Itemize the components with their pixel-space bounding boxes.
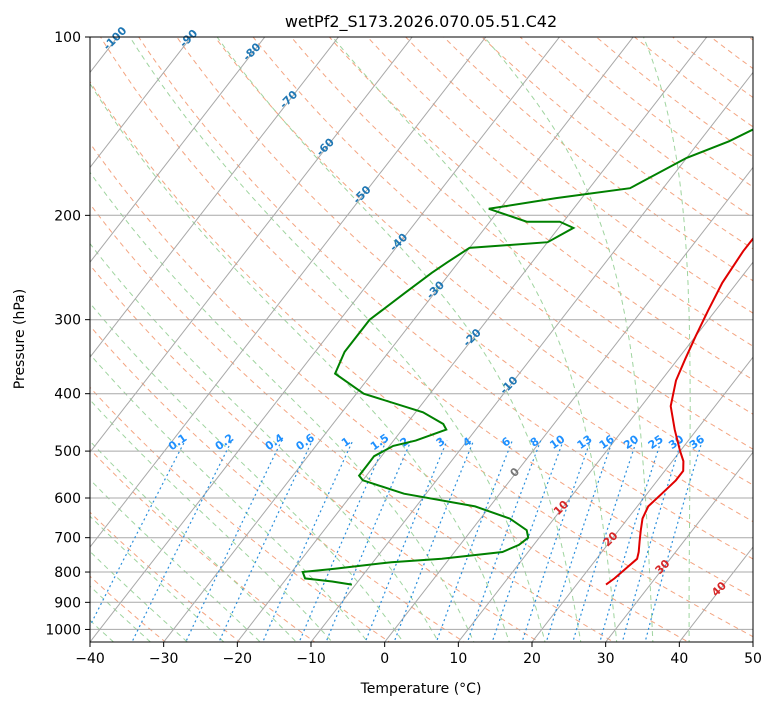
mixing-ratio-line [599, 440, 662, 642]
mixing-ratio-line [545, 440, 614, 642]
isotherm-line [90, 37, 413, 454]
x-tick-label: −30 [149, 651, 179, 667]
isotherm-line [90, 37, 340, 359]
y-tick-label: 700 [54, 531, 81, 547]
x-tick-label: 50 [744, 651, 762, 667]
mixing-ratio-line [298, 440, 387, 642]
isotherm-line [605, 451, 753, 642]
profile-series [301, 128, 753, 586]
dry-adiabat [290, 37, 753, 415]
x-tick-label: −10 [296, 651, 326, 667]
mixing-ratio-line [621, 440, 683, 642]
isotherm-line [163, 37, 634, 642]
y-tick-label: 200 [54, 208, 81, 224]
dry-adiabat [214, 37, 753, 486]
y-axis-title: Pressure (hPa) [12, 289, 28, 389]
dry-adiabat [596, 37, 753, 158]
x-tick-label: 10 [449, 651, 467, 667]
mixing-ratio-line [364, 440, 448, 642]
y-tick-label: 400 [54, 387, 81, 403]
x-tick-label: −20 [223, 651, 253, 667]
dry-adiabat [138, 37, 753, 560]
dry-adiabat [90, 203, 615, 642]
dry-adiabat [252, 37, 753, 450]
temperature-profile [605, 236, 753, 586]
y-tick-label: 100 [54, 30, 81, 46]
dewpoint-profile [301, 128, 753, 586]
plot-frame [89, 36, 754, 643]
chart-title: wetPf2_S173.2026.070.05.51.C42 [285, 12, 557, 32]
y-tick-label: 300 [54, 313, 81, 329]
x-tick-label: 30 [597, 651, 615, 667]
isotherm-line [531, 356, 753, 642]
mixing-ratio-line [325, 440, 412, 642]
x-axis: −40 −30 −20 −10 0 10 20 30 40 50 [75, 642, 762, 667]
isotherm-line [384, 166, 753, 642]
y-tick-label: 800 [54, 565, 81, 581]
y-axis: 100 200 300 400 500 600 700 800 900 1000 [45, 30, 90, 638]
isotherm-line [310, 71, 753, 642]
x-tick-label: 40 [670, 651, 688, 667]
background-lines [90, 37, 753, 642]
moist-adiabat [90, 242, 440, 642]
dry-adiabat [481, 37, 753, 250]
dry-adiabat [90, 386, 391, 642]
dry-adiabat [90, 325, 466, 642]
y-tick-label: 900 [54, 595, 81, 611]
dry-adiabat [519, 37, 753, 219]
dry-adiabat [90, 142, 690, 642]
mixing-ratio-line [572, 440, 638, 642]
isotherm-line [236, 37, 708, 642]
y-tick-label: 1000 [45, 622, 81, 638]
dry-adiabat [329, 37, 753, 381]
mixing-ratio-line [393, 440, 475, 642]
mixing-ratio-line [185, 440, 283, 642]
dry-adiabat [100, 37, 753, 598]
mixing-ratio-line [218, 440, 313, 642]
y-tick-label: 500 [54, 444, 81, 460]
isotherm-line [457, 261, 753, 642]
x-tick-label: −40 [75, 651, 105, 667]
isotherm-line [90, 37, 266, 264]
x-tick-label: 20 [523, 651, 541, 667]
dry-adiabat [90, 80, 753, 638]
x-tick-label: 0 [380, 651, 389, 667]
isotherm-line [90, 37, 192, 169]
mixing-ratio-line [262, 440, 354, 642]
x-axis-title: Temperature (°C) [360, 681, 482, 697]
moist-adiabat [90, 353, 369, 642]
dry-adiabat [90, 264, 540, 642]
mixing-ratio-line [644, 440, 703, 642]
y-tick-label: 600 [54, 491, 81, 507]
isotherm-line [90, 37, 561, 642]
